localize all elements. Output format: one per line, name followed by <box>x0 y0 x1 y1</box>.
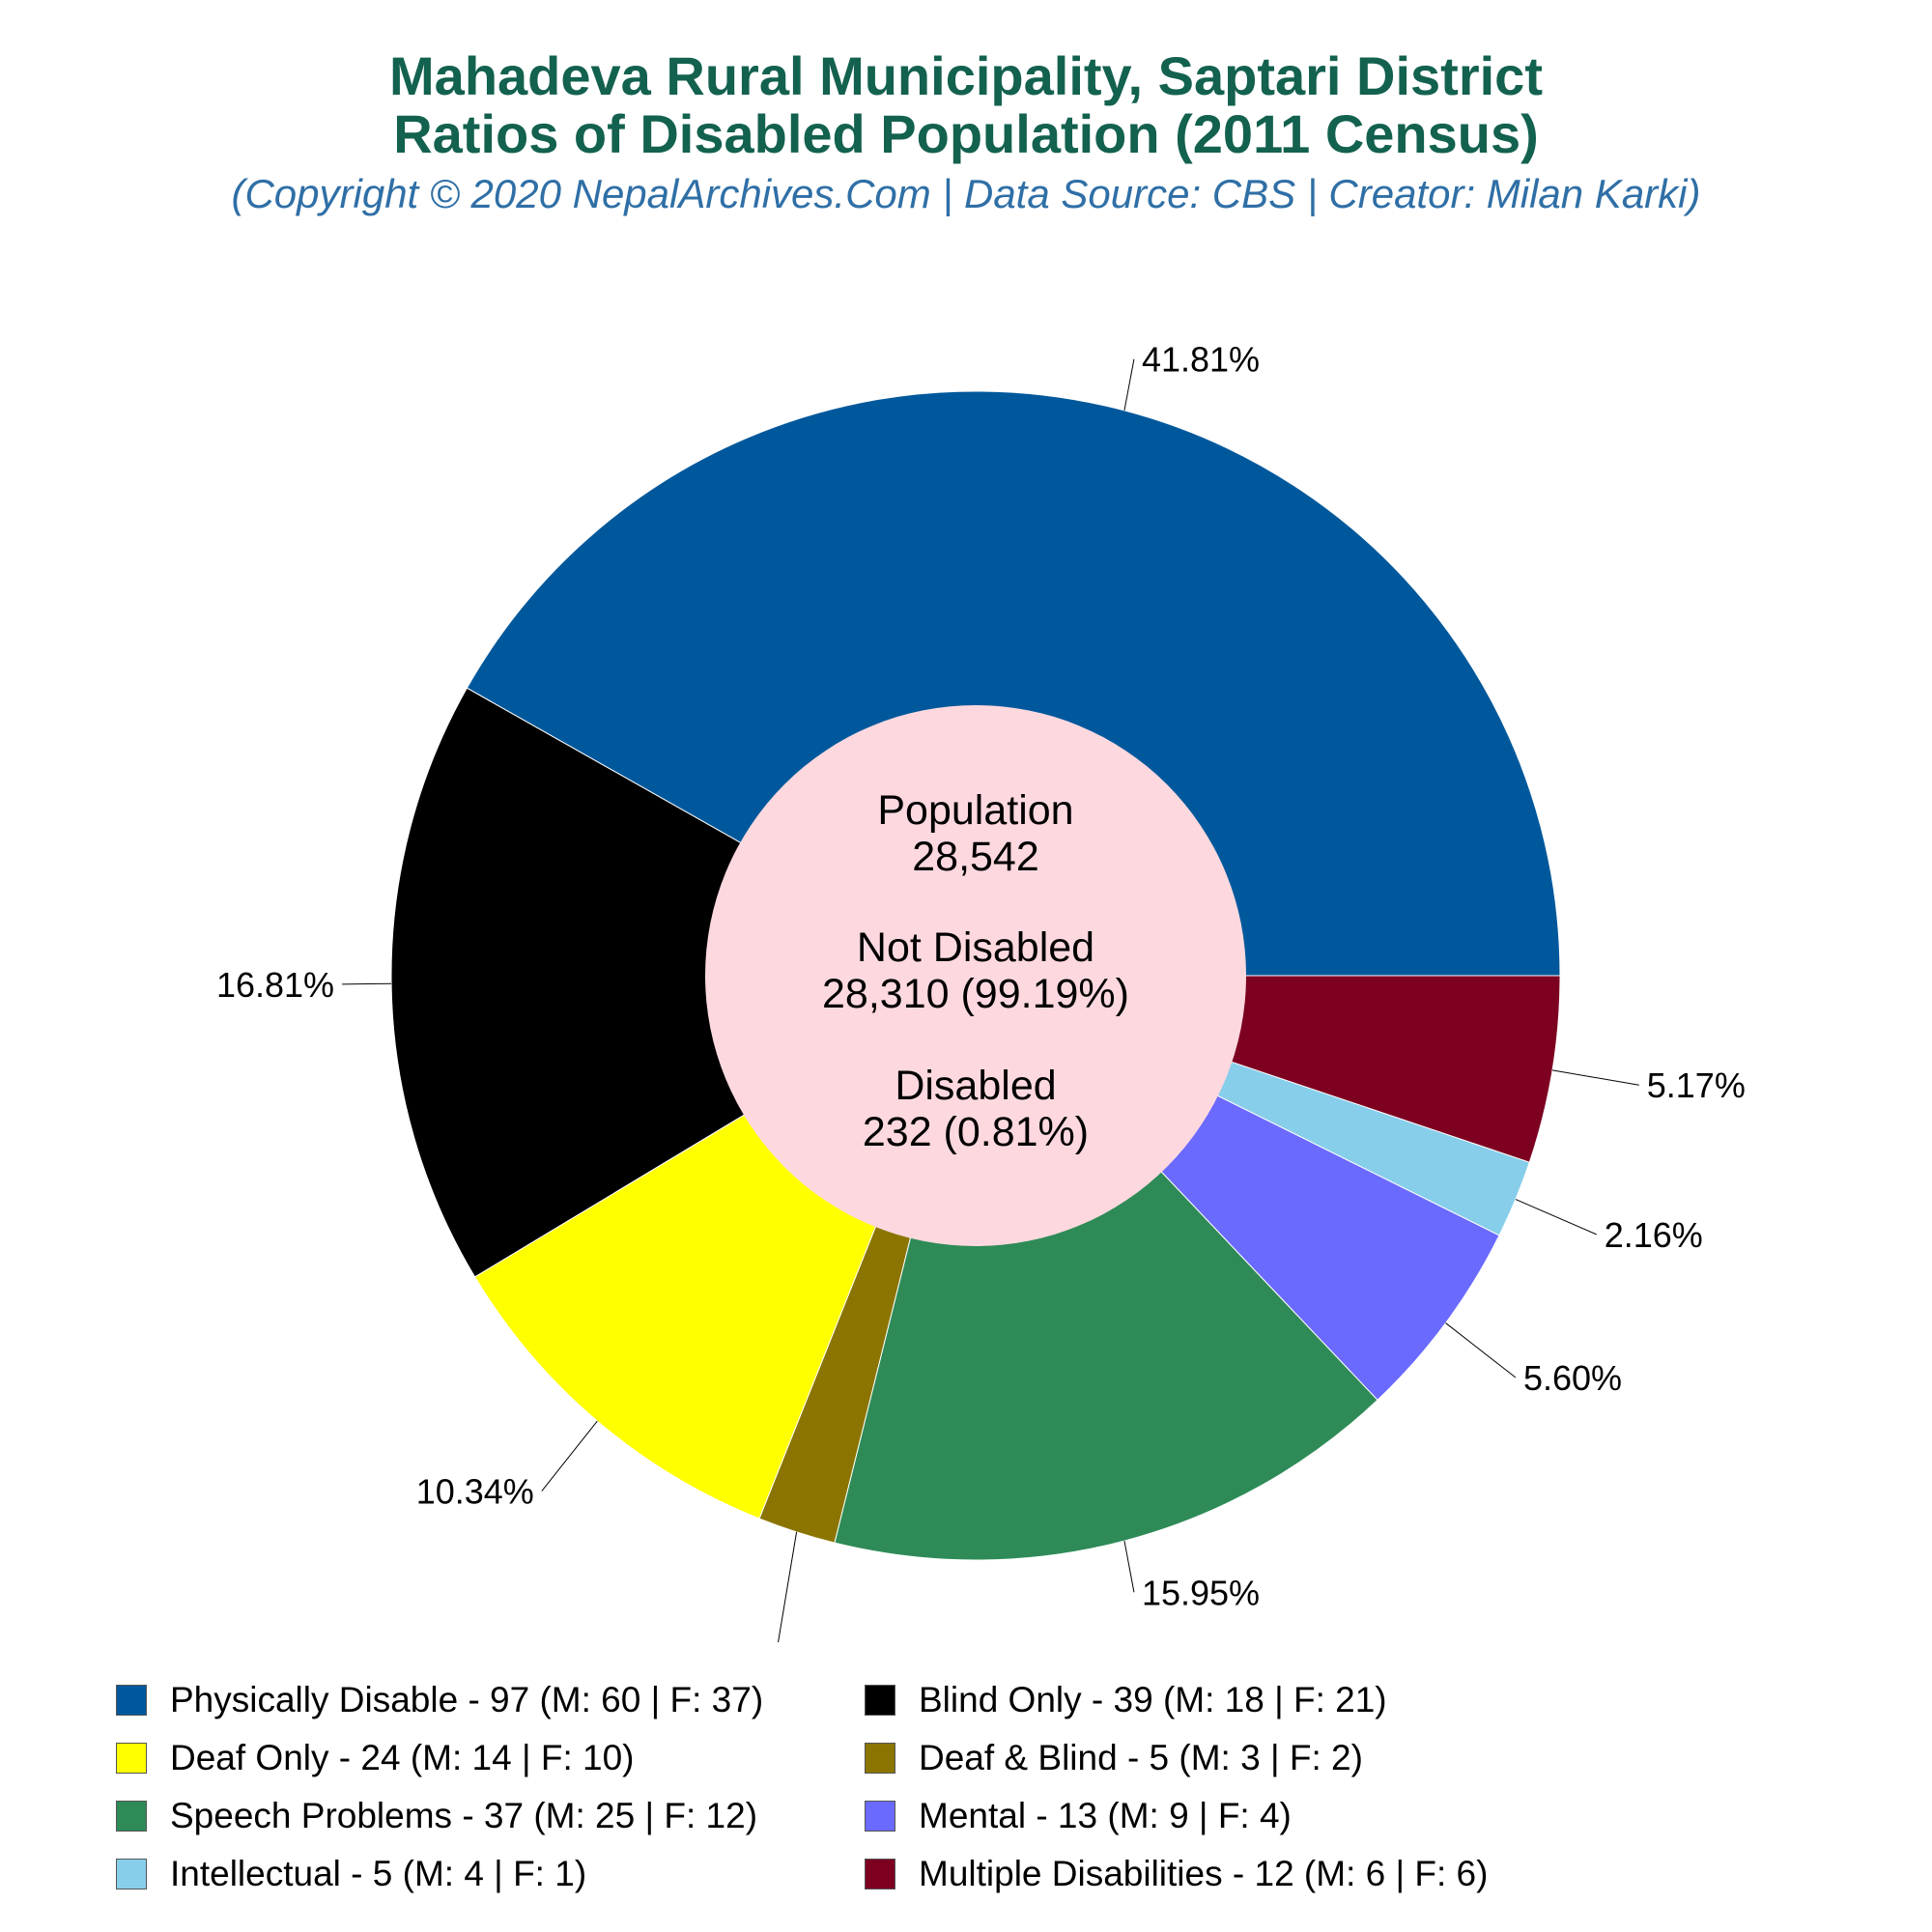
data-label: 15.95% <box>1142 1573 1260 1612</box>
label-leader-line <box>342 982 392 985</box>
center-population-value: 28,542 <box>912 834 1039 880</box>
data-label: 5.17% <box>1647 1065 1746 1105</box>
legend-label: Multiple Disabilities - 12 (M: 6 | F: 6) <box>919 1854 1489 1893</box>
legend-label: Mental - 13 (M: 9 | F: 4) <box>919 1796 1292 1835</box>
donut-chart: 41.81%16.81%10.34%2.16%15.95%5.60%2.16%5… <box>216 340 1746 1642</box>
data-label: 5.60% <box>1523 1358 1622 1398</box>
legend-swatch <box>116 1685 147 1716</box>
label-leader-line <box>1123 358 1135 412</box>
center-population-label: Population <box>877 787 1073 834</box>
chart-title-line2: Ratios of Disabled Population (2011 Cens… <box>393 103 1539 164</box>
center-disabled-value: 232 (0.81%) <box>863 1109 1089 1155</box>
label-leader-line <box>541 1420 598 1492</box>
chart-subtitle: (Copyright © 2020 NepalArchives.Com | Da… <box>231 171 1701 216</box>
legend-item: Deaf Only - 24 (M: 14 | F: 10) <box>116 1729 635 1787</box>
legend-item: Multiple Disabilities - 12 (M: 6 | F: 6) <box>865 1845 1488 1903</box>
data-label: 16.81% <box>216 965 334 1005</box>
data-label: 2.16% <box>1605 1215 1703 1255</box>
center-not-disabled-value: 28,310 (99.19%) <box>822 971 1129 1017</box>
chart-title-line1: Mahadeva Rural Municipality, Saptari Dis… <box>389 45 1543 106</box>
legend-swatch <box>865 1743 895 1774</box>
legend-swatch <box>116 1801 147 1832</box>
label-leader-line <box>1551 1069 1639 1086</box>
label-leader-line <box>1123 1540 1135 1593</box>
legend-swatch <box>865 1859 895 1889</box>
legend-item: Mental - 13 (M: 9 | F: 4) <box>865 1787 1292 1845</box>
donut-center <box>705 705 1246 1246</box>
legend-label: Physically Disable - 97 (M: 60 | F: 37) <box>170 1680 764 1719</box>
label-leader-line <box>1515 1199 1597 1236</box>
data-label: 41.81% <box>1142 340 1260 380</box>
legend-swatch <box>865 1801 895 1832</box>
legend-label: Deaf Only - 24 (M: 14 | F: 10) <box>170 1738 635 1777</box>
legend-label: Intellectual - 5 (M: 4 | F: 1) <box>170 1854 587 1893</box>
data-label: 10.34% <box>416 1472 534 1512</box>
legend-label: Blind Only - 39 (M: 18 | F: 21) <box>919 1680 1387 1719</box>
legend-swatch <box>116 1743 147 1774</box>
label-leader-line <box>1445 1322 1517 1378</box>
legend-swatch <box>865 1685 895 1716</box>
legend-item: Blind Only - 39 (M: 18 | F: 21) <box>865 1671 1387 1729</box>
legend-item: Deaf & Blind - 5 (M: 3 | F: 2) <box>865 1729 1363 1787</box>
center-disabled-label: Disabled <box>895 1063 1056 1109</box>
legend-swatch <box>116 1859 147 1889</box>
legend-label: Speech Problems - 37 (M: 25 | F: 12) <box>170 1796 758 1835</box>
legend-item: Physically Disable - 97 (M: 60 | F: 37) <box>116 1671 763 1729</box>
center-not-disabled-label: Not Disabled <box>857 924 1094 971</box>
label-leader-line <box>778 1531 798 1642</box>
legend-item: Intellectual - 5 (M: 4 | F: 1) <box>116 1845 586 1903</box>
legend-item: Speech Problems - 37 (M: 25 | F: 12) <box>116 1787 757 1845</box>
legend-label: Deaf & Blind - 5 (M: 3 | F: 2) <box>919 1738 1363 1777</box>
